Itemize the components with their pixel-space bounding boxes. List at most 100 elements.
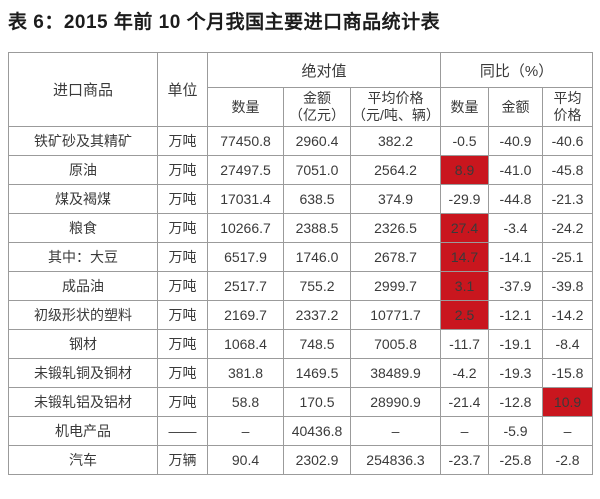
cell-yoy-amount: -3.4: [488, 213, 544, 243]
cell-commodity: 钢材: [8, 329, 158, 359]
col-header-unit: 单位: [157, 52, 208, 127]
cell-yoy-quantity-highlighted: 27.4: [440, 213, 490, 243]
cell-quantity: 90.4: [207, 445, 284, 475]
table-row: 粮食 万吨 10266.7 2388.5 2326.5 27.4 -3.4 -2…: [8, 213, 594, 243]
col-group-yoy-percent: 同比（%）: [440, 52, 594, 88]
cell-yoy-amount: -37.9: [488, 271, 544, 301]
cell-yoy-amount: -41.0: [488, 155, 544, 185]
col-header-yoy-amount: 金额: [488, 87, 544, 127]
cell-yoy-amount: -12.8: [488, 387, 544, 417]
cell-yoy-quantity-highlighted: 2.5: [440, 300, 490, 330]
cell-quantity: 58.8: [207, 387, 284, 417]
page-title: 表 6：2015 年前 10 个月我国主要进口商品统计表: [8, 12, 441, 33]
col-header-commodity: 进口商品: [8, 52, 158, 127]
col-header-abs-quantity: 数量: [207, 87, 284, 127]
cell-yoy-amount: -40.9: [488, 126, 544, 156]
table-row: 初级形状的塑料 万吨 2169.7 2337.2 10771.7 2.5 -12…: [8, 300, 594, 330]
table-row: 其中：大豆 万吨 6517.9 1746.0 2678.7 14.7 -14.1…: [8, 242, 594, 272]
cell-unit: 万吨: [157, 126, 208, 156]
table-row: 铁矿砂及其精矿 万吨 77450.8 2960.4 382.2 -0.5 -40…: [8, 126, 594, 156]
cell-avg-price: 2326.5: [349, 213, 442, 243]
table-row: 煤及褐煤 万吨 17031.4 638.5 374.9 -29.9 -44.8 …: [8, 184, 594, 214]
cell-yoy-avg-price: -25.1: [542, 242, 594, 272]
cell-yoy-quantity: -21.4: [440, 387, 490, 417]
cell-amount: 2960.4: [283, 126, 351, 156]
cell-yoy-avg-price: -45.8: [542, 155, 594, 185]
cell-yoy-amount: -14.1: [488, 242, 544, 272]
cell-avg-price: 254836.3: [349, 445, 442, 475]
cell-unit: 万吨: [157, 271, 208, 301]
cell-amount: 40436.8: [283, 416, 351, 446]
cell-yoy-amount: -44.8: [488, 184, 544, 214]
cell-quantity: 2169.7: [207, 300, 284, 330]
cell-quantity: 2517.7: [207, 271, 284, 301]
cell-quantity: 77450.8: [207, 126, 284, 156]
cell-unit: 万吨: [157, 213, 208, 243]
table-row: 成品油 万吨 2517.7 755.2 2999.7 3.1 -37.9 -39…: [8, 271, 594, 301]
col-header-yoy-quantity: 数量: [440, 87, 490, 127]
cell-yoy-amount: -5.9: [488, 416, 544, 446]
cell-yoy-amount: -12.1: [488, 300, 544, 330]
cell-yoy-quantity: -23.7: [440, 445, 490, 475]
cell-avg-price: 2999.7: [349, 271, 442, 301]
cell-quantity: 6517.9: [207, 242, 284, 272]
cell-yoy-avg-price: –: [542, 416, 594, 446]
cell-amount: 170.5: [283, 387, 351, 417]
cell-avg-price: 10771.7: [349, 300, 442, 330]
cell-avg-price: 382.2: [349, 126, 442, 156]
import-stats-table: 进口商品 单位 绝对值 同比（%） 数量 金额 （亿元） 平均价格 （元/吨、辆…: [8, 52, 594, 475]
cell-quantity: 10266.7: [207, 213, 284, 243]
cell-unit: 万辆: [157, 445, 208, 475]
cell-unit: 万吨: [157, 358, 208, 388]
cell-unit: 万吨: [157, 242, 208, 272]
cell-yoy-quantity: -4.2: [440, 358, 490, 388]
cell-yoy-amount: -19.1: [488, 329, 544, 359]
cell-yoy-avg-price: -8.4: [542, 329, 594, 359]
cell-commodity: 成品油: [8, 271, 158, 301]
cell-amount: 2388.5: [283, 213, 351, 243]
cell-commodity: 未锻轧铜及铜材: [8, 358, 158, 388]
cell-yoy-quantity: -29.9: [440, 184, 490, 214]
cell-commodity: 粮食: [8, 213, 158, 243]
cell-yoy-avg-price: -40.6: [542, 126, 594, 156]
cell-quantity: 1068.4: [207, 329, 284, 359]
cell-avg-price: 2564.2: [349, 155, 442, 185]
cell-unit: ——: [157, 416, 208, 446]
cell-unit: 万吨: [157, 184, 208, 214]
cell-commodity: 铁矿砂及其精矿: [8, 126, 158, 156]
cell-yoy-amount: -19.3: [488, 358, 544, 388]
cell-yoy-quantity: -11.7: [440, 329, 490, 359]
cell-amount: 1469.5: [283, 358, 351, 388]
cell-commodity: 原油: [8, 155, 158, 185]
cell-commodity: 汽车: [8, 445, 158, 475]
cell-yoy-avg-price-highlighted: 10.9: [542, 387, 594, 417]
cell-yoy-avg-price: -39.8: [542, 271, 594, 301]
cell-yoy-quantity: -0.5: [440, 126, 490, 156]
cell-avg-price: –: [349, 416, 442, 446]
cell-yoy-avg-price: -21.3: [542, 184, 594, 214]
col-header-abs-avg-price: 平均价格 （元/吨、辆）: [349, 87, 442, 127]
cell-unit: 万吨: [157, 329, 208, 359]
cell-yoy-quantity: –: [440, 416, 490, 446]
cell-quantity: 27497.5: [207, 155, 284, 185]
cell-yoy-avg-price: -15.8: [542, 358, 594, 388]
cell-avg-price: 2678.7: [349, 242, 442, 272]
cell-yoy-amount: -25.8: [488, 445, 544, 475]
table-row: 未锻轧铜及铜材 万吨 381.8 1469.5 38489.9 -4.2 -19…: [8, 358, 594, 388]
cell-quantity: 17031.4: [207, 184, 284, 214]
cell-avg-price: 374.9: [349, 184, 442, 214]
table-row: 钢材 万吨 1068.4 748.5 7005.8 -11.7 -19.1 -8…: [8, 329, 594, 359]
cell-avg-price: 7005.8: [349, 329, 442, 359]
table-row: 未锻轧铝及铝材 万吨 58.8 170.5 28990.9 -21.4 -12.…: [8, 387, 594, 417]
cell-commodity: 机电产品: [8, 416, 158, 446]
col-group-absolute-value: 绝对值: [206, 52, 442, 88]
cell-amount: 1746.0: [283, 242, 351, 272]
col-header-yoy-avg-price: 平均 价格: [542, 87, 594, 127]
cell-amount: 755.2: [283, 271, 351, 301]
cell-amount: 2302.9: [283, 445, 351, 475]
cell-yoy-quantity-highlighted: 8.9: [440, 155, 490, 185]
cell-quantity: –: [207, 416, 284, 446]
col-header-abs-amount: 金额 （亿元）: [283, 87, 351, 127]
cell-commodity: 未锻轧铝及铝材: [8, 387, 158, 417]
cell-amount: 7051.0: [283, 155, 351, 185]
